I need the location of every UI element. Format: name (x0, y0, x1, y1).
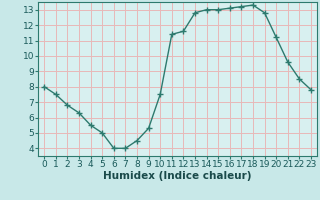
X-axis label: Humidex (Indice chaleur): Humidex (Indice chaleur) (103, 171, 252, 181)
